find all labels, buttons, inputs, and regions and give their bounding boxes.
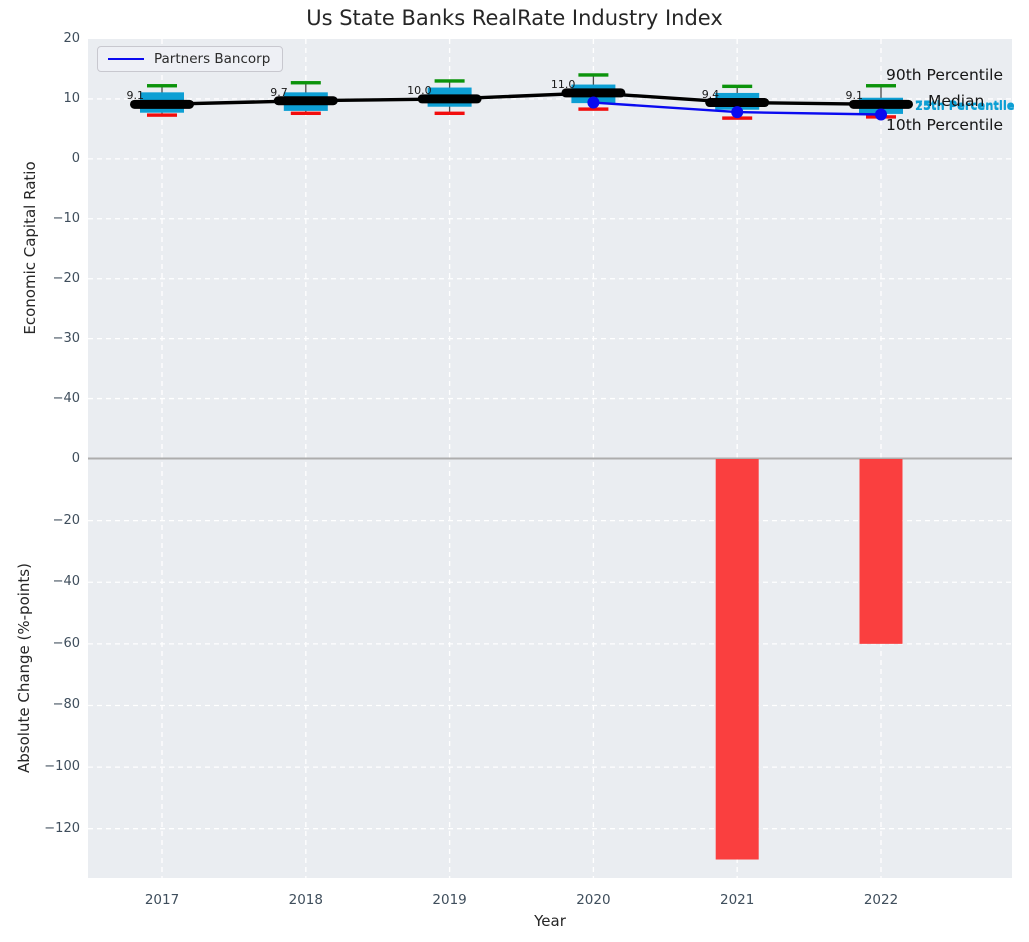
median-marker-2020: [561, 88, 626, 98]
median-marker-2018: [273, 96, 338, 106]
company-point: [875, 108, 887, 121]
y-tick-top-10: 10: [63, 90, 80, 106]
median-value-label-2019: 10.0: [407, 83, 432, 97]
y-tick-top-0: 0: [71, 150, 80, 166]
median-value-label-2017: 9.1: [126, 89, 145, 103]
chart-title: Us State Banks RealRate Industry Index: [306, 6, 723, 30]
p10-tick-2017: [147, 113, 177, 117]
annotation-75th-percentile: 75th Percentile: [915, 98, 1015, 112]
median-marker-2017: [130, 99, 194, 109]
y-tick-top--40: −40: [52, 390, 80, 406]
p90-tick-2019: [434, 79, 465, 83]
y-tick-top--30: −30: [52, 330, 80, 346]
legend-line-sample-icon: [108, 58, 144, 60]
x-tick-2017: 2017: [144, 892, 180, 908]
p10-tick-2018: [290, 111, 321, 116]
annotation-10th-percentile: 10th Percentile: [886, 116, 1004, 134]
y-tick-bottom--20: −20: [52, 512, 80, 528]
median-value-label-2021: 9.4: [701, 87, 720, 101]
median-marker-2022: [849, 99, 913, 109]
median-marker-2021: [705, 98, 770, 108]
legend-label: Partners Bancorp: [154, 51, 271, 67]
y-axis-label-top: Economic Capital Ratio: [21, 161, 39, 335]
p90-tick-2017: [147, 84, 177, 88]
annotation-median: Median: [928, 92, 985, 110]
y-tick-bottom--40: −40: [52, 574, 80, 590]
x-axis-label: Year: [534, 912, 566, 930]
p90-tick-2021: [722, 84, 753, 89]
y-tick-top-20: 20: [63, 31, 80, 46]
p90-tick-2018: [290, 81, 321, 85]
x-tick-2021: 2021: [720, 892, 755, 908]
x-tick-2018: 2018: [288, 892, 323, 908]
p90-tick-2022: [866, 84, 896, 88]
annotation-90th-percentile: 90th Percentile: [886, 66, 1004, 84]
y-tick-bottom--80: −80: [52, 697, 80, 713]
legend: Partners Bancorp: [97, 46, 284, 72]
p10-tick-2020: [578, 107, 609, 111]
y-axis-label-bottom: Absolute Change (%-points): [15, 563, 33, 773]
y-tick-top--20: −20: [52, 270, 80, 286]
x-tick-2022: 2022: [863, 892, 899, 908]
p90-tick-2020: [578, 73, 609, 77]
change-bar-2021: [715, 459, 759, 860]
y-tick-bottom--100: −100: [44, 759, 80, 775]
change-bar-2022: [859, 459, 903, 644]
x-tick-2020: 2020: [576, 892, 611, 908]
x-tick-2019: 2019: [432, 892, 467, 908]
y-tick-bottom-0: 0: [71, 451, 80, 466]
median-marker-2019: [417, 94, 482, 104]
company-point: [731, 106, 744, 119]
company-point: [587, 96, 600, 109]
y-tick-bottom--120: −120: [44, 820, 80, 836]
p10-tick-2019: [434, 111, 465, 116]
median-value-label-2018: 9.7: [270, 85, 288, 99]
median-value-label-2022: 9.1: [845, 89, 864, 103]
annotation-25th-percentile: 25th Percentile: [915, 99, 1015, 113]
y-tick-bottom--60: −60: [52, 635, 80, 651]
median-value-label-2020: 11.0: [550, 77, 576, 91]
y-tick-top--10: −10: [52, 210, 80, 226]
